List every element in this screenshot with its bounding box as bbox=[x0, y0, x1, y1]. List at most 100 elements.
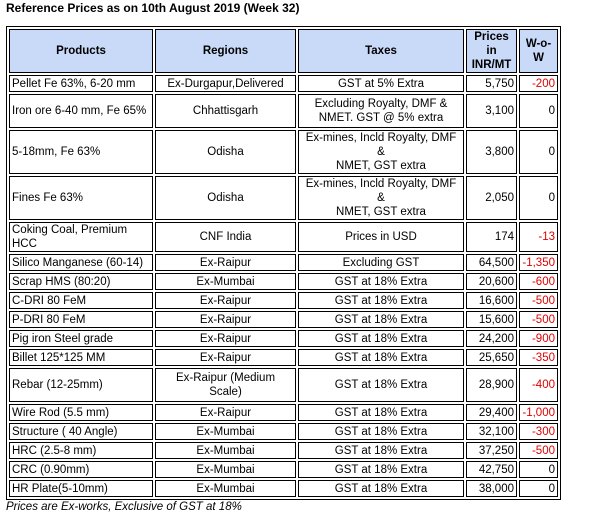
table-row: Pig iron Steel grade Ex-Raipur GST at 18% … bbox=[9, 330, 558, 347]
region-cell: CNF India bbox=[155, 222, 296, 252]
table-row: Iron ore 6-40 mm, Fe 65% Chhattisgarh Excl… bbox=[9, 94, 558, 128]
region-cell: Odisha bbox=[155, 130, 296, 174]
price-cell: 25,650 bbox=[466, 349, 517, 366]
wow-cell: -500 bbox=[519, 311, 558, 328]
region-cell: Ex-Raipur (Medium Scale) bbox=[155, 368, 296, 402]
taxes-cell: GST at 18% Extra bbox=[298, 292, 464, 309]
table-header-row: Products Regions Taxes Prices in INR/MT … bbox=[9, 29, 558, 73]
wow-cell: 0 bbox=[519, 480, 558, 497]
price-cell: 64,500 bbox=[466, 254, 517, 271]
wow-cell: -500 bbox=[519, 442, 558, 459]
wow-cell: -200 bbox=[519, 75, 558, 92]
price-table: Products Regions Taxes Prices in INR/MT … bbox=[6, 26, 561, 500]
wow-cell: 0 bbox=[519, 461, 558, 478]
price-cell: 2,050 bbox=[466, 176, 517, 220]
product-cell: Structure ( 40 Angle) bbox=[9, 423, 153, 440]
product-cell: HR Plate(5-10mm) bbox=[9, 480, 153, 497]
page-title: Reference Prices as on 10th August 2019 … bbox=[6, 1, 300, 15]
wow-cell: -500 bbox=[519, 292, 558, 309]
taxes-cell: GST at 18% Extra bbox=[298, 368, 464, 402]
price-cell: 37,250 bbox=[466, 442, 517, 459]
taxes-cell: Ex-mines, Incld Royalty, DMF & NMET, GST… bbox=[298, 130, 464, 174]
taxes-cell: GST at 5% Extra bbox=[298, 75, 464, 92]
table-row: Structure ( 40 Angle) Ex-Mumbai GST at 18%… bbox=[9, 423, 558, 440]
region-cell: Ex-Raipur bbox=[155, 292, 296, 309]
product-cell: CRC (0.90mm) bbox=[9, 461, 153, 478]
region-cell: Ex-Mumbai bbox=[155, 442, 296, 459]
product-cell: Coking Coal, Premium HCC bbox=[9, 222, 153, 252]
price-cell: 16,600 bbox=[466, 292, 517, 309]
taxes-cell: Excluding GST bbox=[298, 254, 464, 271]
taxes-cell: GST at 18% Extra bbox=[298, 461, 464, 478]
header-regions: Regions bbox=[155, 29, 296, 73]
product-cell: Pig iron Steel grade bbox=[9, 330, 153, 347]
taxes-cell: GST at 18% Extra bbox=[298, 404, 464, 421]
taxes-cell: Excluding Royalty, DMF & NMET. GST @ 5% … bbox=[298, 94, 464, 128]
table-row: Billet 125*125 MM Ex-Raipur GST at 18% Ext… bbox=[9, 349, 558, 366]
header-taxes: Taxes bbox=[298, 29, 464, 73]
taxes-cell: GST at 18% Extra bbox=[298, 480, 464, 497]
wow-cell: -300 bbox=[519, 423, 558, 440]
price-cell: 3,800 bbox=[466, 130, 517, 174]
price-cell: 20,600 bbox=[466, 273, 517, 290]
price-cell: 174 bbox=[466, 222, 517, 252]
table-row: C-DRI 80 FeM Ex-Raipur GST at 18% Extra 16,… bbox=[9, 292, 558, 309]
taxes-cell: GST at 18% Extra bbox=[298, 423, 464, 440]
price-cell: 32,100 bbox=[466, 423, 517, 440]
wow-cell: -400 bbox=[519, 368, 558, 402]
table-row: Silico Manganese (60-14) Ex-Raipur Excludi… bbox=[9, 254, 558, 271]
price-cell: 28,900 bbox=[466, 368, 517, 402]
product-cell: Pellet Fe 63%, 6-20 mm bbox=[9, 75, 153, 92]
product-cell: Silico Manganese (60-14) bbox=[9, 254, 153, 271]
price-table-body: Pellet Fe 63%, 6-20 mm Ex-Durgapur,Delive… bbox=[9, 75, 558, 497]
table-row: P-DRI 80 FeM Ex-Raipur GST at 18% Extra 15,… bbox=[9, 311, 558, 328]
wow-cell: -1,350 bbox=[519, 254, 558, 271]
taxes-cell: GST at 18% Extra bbox=[298, 442, 464, 459]
region-cell: Ex-Mumbai bbox=[155, 480, 296, 497]
product-cell: HRC (2.5-8 mm) bbox=[9, 442, 153, 459]
table-row: 5-18mm, Fe 63% Odisha Ex-mines, Incld Roya… bbox=[9, 130, 558, 174]
wow-cell: -600 bbox=[519, 273, 558, 290]
region-cell: Ex-Mumbai bbox=[155, 461, 296, 478]
region-cell: Chhattisgarh bbox=[155, 94, 296, 128]
wow-cell: 0 bbox=[519, 94, 558, 128]
product-cell: 5-18mm, Fe 63% bbox=[9, 130, 153, 174]
product-cell: Rebar (12-25mm) bbox=[9, 368, 153, 402]
product-cell: Wire Rod (5.5 mm) bbox=[9, 404, 153, 421]
table-row: CRC (0.90mm) Ex-Mumbai GST at 18% Extra 42,… bbox=[9, 461, 558, 478]
wow-cell: 0 bbox=[519, 130, 558, 174]
region-cell: Odisha bbox=[155, 176, 296, 220]
region-cell: Ex-Raipur bbox=[155, 330, 296, 347]
price-cell: 15,600 bbox=[466, 311, 517, 328]
table-row: Coking Coal, Premium HCC CNF India Prices … bbox=[9, 222, 558, 252]
taxes-cell: Prices in USD bbox=[298, 222, 464, 252]
price-cell: 42,750 bbox=[466, 461, 517, 478]
region-cell: Ex-Raipur bbox=[155, 349, 296, 366]
region-cell: Ex-Mumbai bbox=[155, 423, 296, 440]
table-row: Fines Fe 63% Odisha Ex-mines, Incld Royalt… bbox=[9, 176, 558, 220]
table-row: Pellet Fe 63%, 6-20 mm Ex-Durgapur,Delive… bbox=[9, 75, 558, 92]
price-cell: 24,200 bbox=[466, 330, 517, 347]
product-cell: Iron ore 6-40 mm, Fe 65% bbox=[9, 94, 153, 128]
taxes-cell: Ex-mines, Incld Royalty, DMF & NMET, GST… bbox=[298, 176, 464, 220]
wow-cell: -1,000 bbox=[519, 404, 558, 421]
table-row: Scrap HMS (80:20) Ex-Mumbai GST at 18% Ext… bbox=[9, 273, 558, 290]
product-cell: Fines Fe 63% bbox=[9, 176, 153, 220]
region-cell: Ex-Mumbai bbox=[155, 273, 296, 290]
header-products: Products bbox=[9, 29, 153, 73]
price-cell: 29,400 bbox=[466, 404, 517, 421]
product-cell: C-DRI 80 FeM bbox=[9, 292, 153, 309]
price-cell: 5,750 bbox=[466, 75, 517, 92]
wow-cell: -350 bbox=[519, 349, 558, 366]
table-row: Wire Rod (5.5 mm) Ex-Raipur GST at 18% Ext… bbox=[9, 404, 558, 421]
region-cell: Ex-Raipur bbox=[155, 254, 296, 271]
product-cell: Scrap HMS (80:20) bbox=[9, 273, 153, 290]
footnote: Prices are Ex-works, Exclusive of GST at… bbox=[6, 501, 242, 513]
header-prices: Prices in INR/MT bbox=[466, 29, 517, 73]
taxes-cell: GST at 18% Extra bbox=[298, 311, 464, 328]
wow-cell: -13 bbox=[519, 222, 558, 252]
product-cell: Billet 125*125 MM bbox=[9, 349, 153, 366]
table-row: HRC (2.5-8 mm) Ex-Mumbai GST at 18% Extra 3… bbox=[9, 442, 558, 459]
table-row: Rebar (12-25mm) Ex-Raipur (Medium Scale) G… bbox=[9, 368, 558, 402]
region-cell: Ex-Raipur bbox=[155, 404, 296, 421]
